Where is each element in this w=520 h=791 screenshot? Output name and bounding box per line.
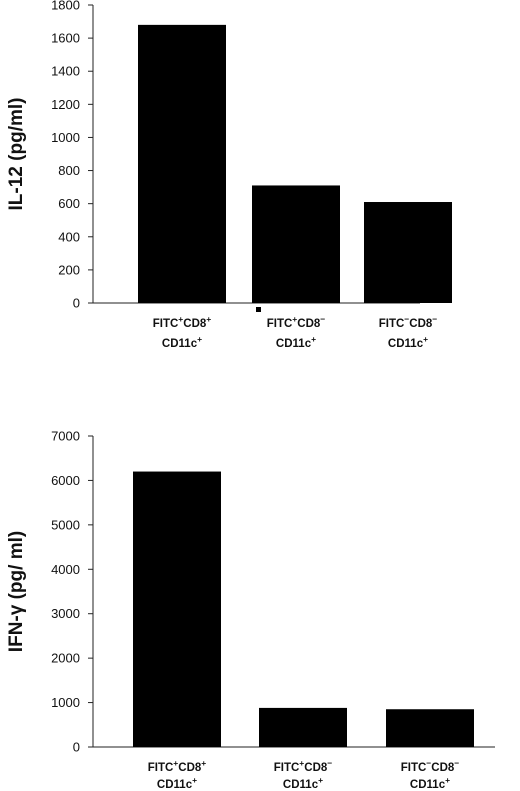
y-tick-label: 400 [58, 229, 80, 244]
y-tick-label: 600 [58, 196, 80, 211]
x-category-label: FITC+CD8+ [153, 314, 212, 330]
x-category-label: CD11c+ [410, 775, 450, 791]
x-category-label: FITC−CD8− [379, 314, 438, 330]
y-tick-label: 800 [58, 163, 80, 178]
y-tick-label: 0 [73, 296, 80, 311]
y-tick-label: 1000 [51, 130, 80, 145]
y-tick-label: 4000 [51, 562, 80, 577]
x-category-label: FITC+CD8− [267, 314, 326, 330]
bar-1 [259, 707, 347, 747]
bar-0 [138, 24, 226, 303]
y-tick-label: 1000 [51, 695, 80, 710]
x-category-label: CD11c+ [157, 775, 197, 791]
x-category-label: CD11c+ [283, 775, 323, 791]
x-category-label: FITC−CD8− [401, 758, 460, 774]
y-tick-label: 1400 [51, 64, 80, 79]
y-tick-label: 1600 [51, 31, 80, 46]
bar-2 [364, 202, 452, 303]
y-tick-label: 0 [73, 740, 80, 755]
il12-bar-chart: 0 200 400 600 800 1000 1200 1400 1600 1800 FITC+CD… [6, 0, 452, 350]
x-category-label: CD11c+ [276, 334, 316, 350]
y-tick-label: 200 [58, 262, 80, 277]
y-tick-label: 2000 [51, 651, 80, 666]
bar-0 [133, 471, 221, 747]
x-category-label: CD11c+ [162, 334, 202, 350]
y-axis-title: IFN-γ (pg/ ml) [6, 531, 27, 652]
y-tick-label: 7000 [51, 429, 80, 444]
x-category-label: CD11c+ [388, 334, 428, 350]
y-tick-label: 1800 [51, 0, 80, 13]
stray-mark [256, 307, 261, 312]
bar-2 [386, 709, 474, 747]
bar-1 [252, 185, 340, 303]
ifng-bar-chart: 01000200030004000500060007000FITC+CD8+CD… [6, 429, 495, 791]
y-tick-label: 1200 [51, 97, 80, 112]
x-category-label: FITC+CD8+ [148, 758, 207, 774]
y-tick-label: 3000 [51, 606, 80, 621]
y-tick-label: 5000 [51, 517, 80, 532]
y-axis-title: IL-12 (pg/ml) [6, 98, 27, 211]
y-tick-label: 6000 [51, 473, 80, 488]
x-category-label: FITC+CD8− [274, 758, 333, 774]
